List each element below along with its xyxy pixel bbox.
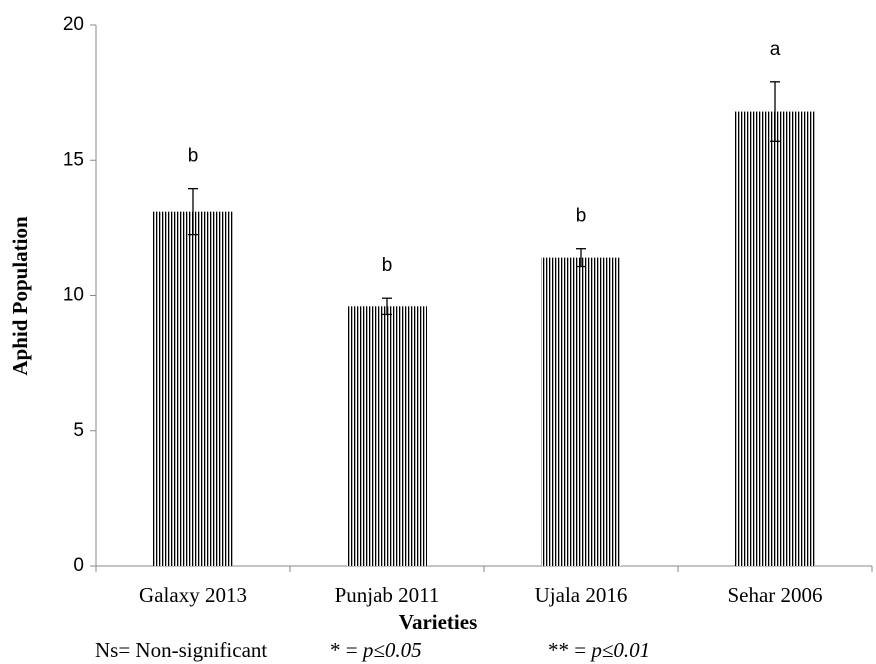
error-bar — [576, 248, 586, 268]
annotation: a — [770, 39, 781, 60]
error-bar — [770, 81, 780, 142]
y-axis-label: Aphid Population — [8, 216, 32, 376]
y-tick-label: 15 — [63, 149, 84, 170]
footnote-italic: p≤0.05 — [361, 638, 422, 662]
bar — [153, 211, 233, 566]
footnote: * = p≤0.05 — [330, 638, 422, 662]
x-tick-label: Punjab 2011 — [335, 583, 440, 607]
error-bar — [188, 188, 198, 236]
y-tick-label: 5 — [73, 420, 84, 441]
annotation: b — [188, 146, 199, 167]
y-tick-label: 20 — [63, 14, 84, 35]
annotation: b — [382, 255, 393, 276]
bar — [541, 257, 621, 566]
footnote-italic: p≤0.01 — [589, 638, 650, 662]
x-axis-label: Varieties — [399, 610, 478, 634]
x-tick-label: Ujala 2016 — [535, 583, 628, 607]
footnote-text: * = — [330, 638, 363, 662]
footnote-text: Ns= Non-significant — [95, 638, 267, 662]
x-tick-label: Galaxy 2013 — [139, 583, 247, 607]
error-bar — [382, 297, 392, 316]
bar — [347, 306, 427, 566]
footnote: ** = p≤0.01 — [548, 638, 650, 662]
y-tick-label: 10 — [63, 285, 84, 306]
footnote-text: ** = — [548, 638, 591, 662]
annotation: b — [576, 206, 587, 227]
y-tick-label: 0 — [73, 555, 84, 576]
footnote: Ns= Non-significant — [95, 638, 267, 662]
bar — [735, 111, 815, 566]
x-tick-label: Sehar 2006 — [727, 583, 822, 607]
